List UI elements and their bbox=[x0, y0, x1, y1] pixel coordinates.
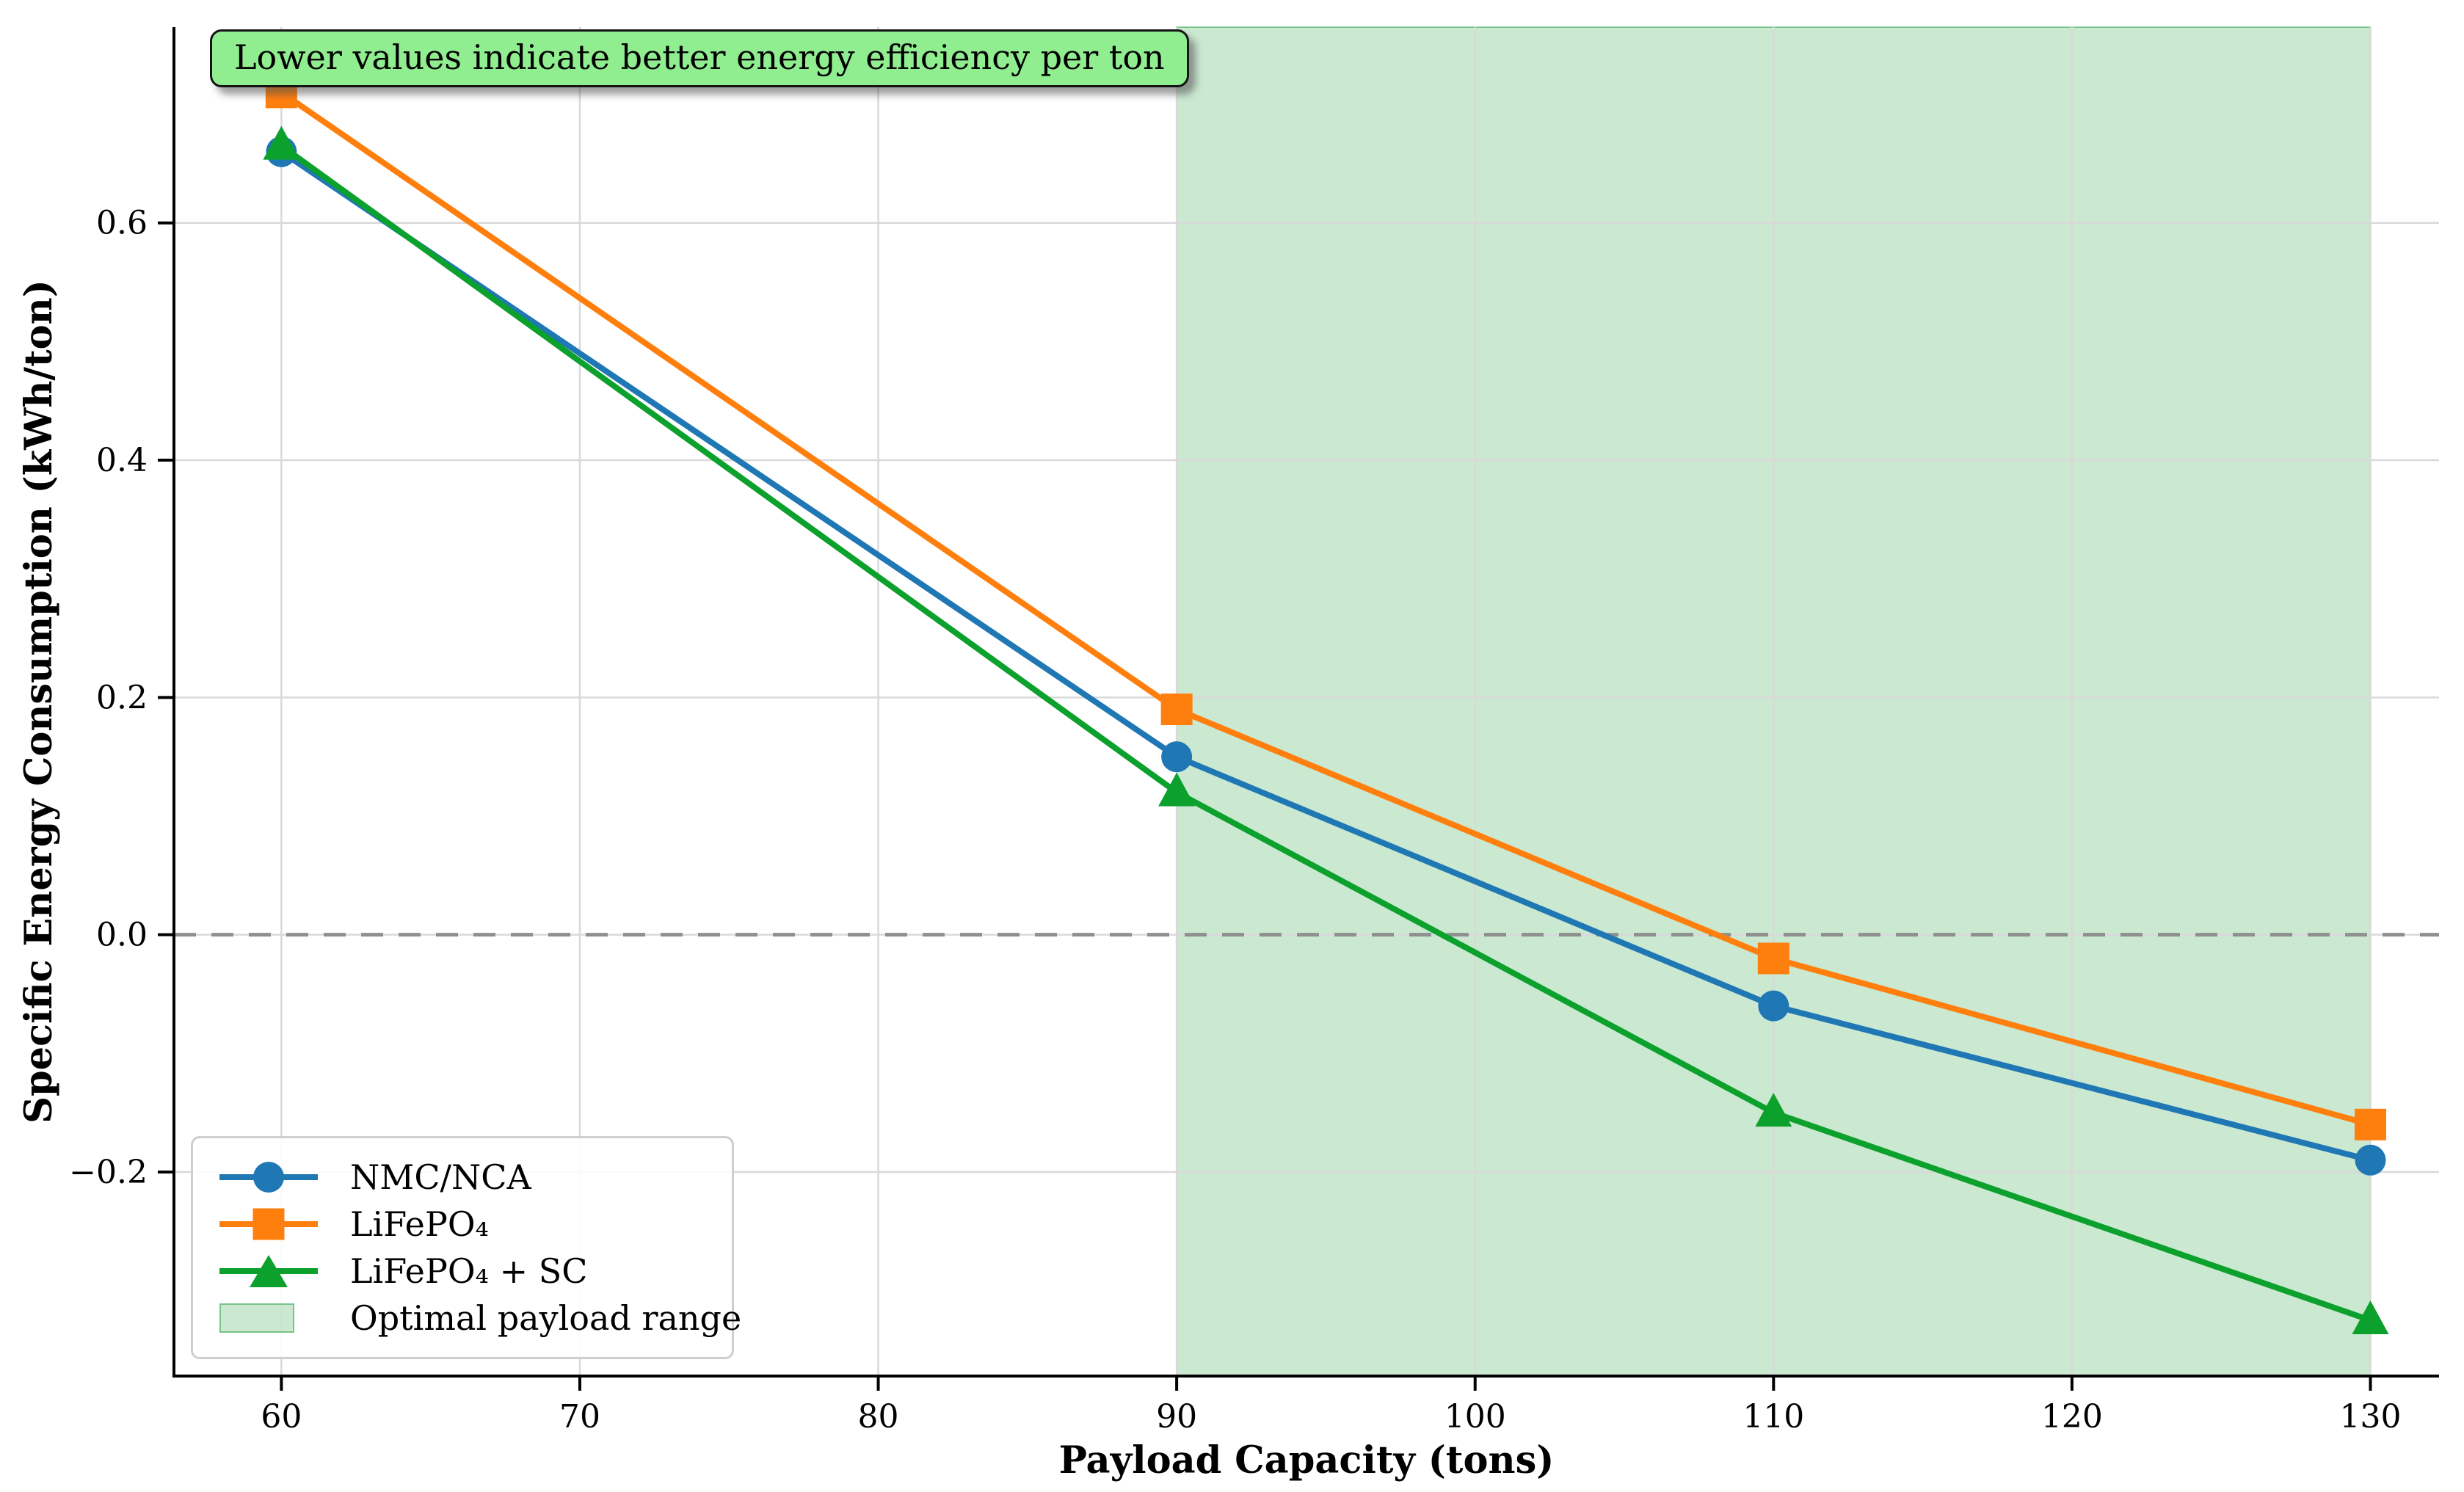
triangle-marker-icon bbox=[250, 1255, 288, 1287]
series-layer bbox=[263, 76, 2389, 1335]
x-tick-label: 130 bbox=[2339, 1398, 2401, 1435]
axes-spines-layer bbox=[172, 27, 2439, 1378]
y-tick-label: 0.4 bbox=[96, 442, 148, 479]
data-point-circle bbox=[2355, 1144, 2386, 1176]
circle-marker-icon bbox=[253, 1162, 284, 1193]
y-tick-label: 0.0 bbox=[96, 917, 148, 954]
data-point-triangle bbox=[1158, 772, 1196, 807]
data-point-triangle bbox=[263, 125, 300, 160]
legend-sample-triangle-line bbox=[214, 1248, 324, 1294]
legend: NMC/NCA LiFePO₄ LiFePO₄ + SC Optimal pay… bbox=[191, 1136, 741, 1359]
y-axis-label: Specific Energy Consumption (kWh/ton) bbox=[17, 280, 61, 1124]
x-tick-label: 60 bbox=[261, 1398, 302, 1435]
data-point-square bbox=[1757, 942, 1789, 975]
legend-item-lifepo4-sc: LiFePO₄ + SC bbox=[214, 1248, 711, 1294]
y-tick-label: 0.2 bbox=[96, 679, 148, 716]
y-tick-label: 0.6 bbox=[96, 205, 148, 242]
x-tick-label: 100 bbox=[1444, 1398, 1506, 1435]
x-axis-label: Payload Capacity (tons) bbox=[1059, 1438, 1555, 1482]
legend-item-label: LiFePO₄ bbox=[350, 1204, 489, 1244]
legend-item-label: Optimal payload range bbox=[350, 1298, 742, 1338]
x-tick-label: 90 bbox=[1156, 1398, 1197, 1435]
x-tick-label: 80 bbox=[858, 1398, 899, 1435]
legend-sample-square-line bbox=[214, 1201, 324, 1247]
series-line-2 bbox=[278, 142, 2374, 1324]
data-point-square bbox=[1160, 694, 1193, 726]
y-tick-label: −0.2 bbox=[69, 1154, 148, 1191]
legend-item-nmc-nca: NMC/NCA bbox=[214, 1154, 711, 1200]
x-tick-label: 70 bbox=[559, 1398, 600, 1435]
data-point-circle bbox=[1161, 741, 1193, 773]
series-line-1 bbox=[278, 89, 2374, 1128]
ticks-layer: 60 70 80 90 100 110 120 130 0.6 0.4 0.2 0.0 −0.2 bbox=[69, 205, 2401, 1435]
data-point-square bbox=[2354, 1108, 2386, 1140]
annotation-note: Lower values indicate better energy effi… bbox=[210, 29, 1189, 87]
legend-item-label: LiFePO₄ + SC bbox=[350, 1251, 588, 1291]
legend-item-label: NMC/NCA bbox=[350, 1157, 531, 1197]
series-line-0 bbox=[278, 148, 2374, 1163]
range-patch-icon bbox=[219, 1303, 294, 1333]
data-point-triangle bbox=[1755, 1093, 1792, 1127]
x-tick-label: 120 bbox=[2041, 1398, 2103, 1435]
legend-item-optimal-range: Optimal payload range bbox=[214, 1295, 741, 1341]
legend-item-lifepo4: LiFePO₄ bbox=[214, 1201, 711, 1247]
square-marker-icon bbox=[252, 1208, 285, 1240]
legend-sample-circle-line bbox=[214, 1154, 324, 1200]
data-point-circle bbox=[1758, 990, 1789, 1022]
x-tick-label: 110 bbox=[1742, 1398, 1804, 1435]
data-point-triangle bbox=[2352, 1300, 2389, 1335]
legend-sample-patch bbox=[214, 1295, 324, 1341]
